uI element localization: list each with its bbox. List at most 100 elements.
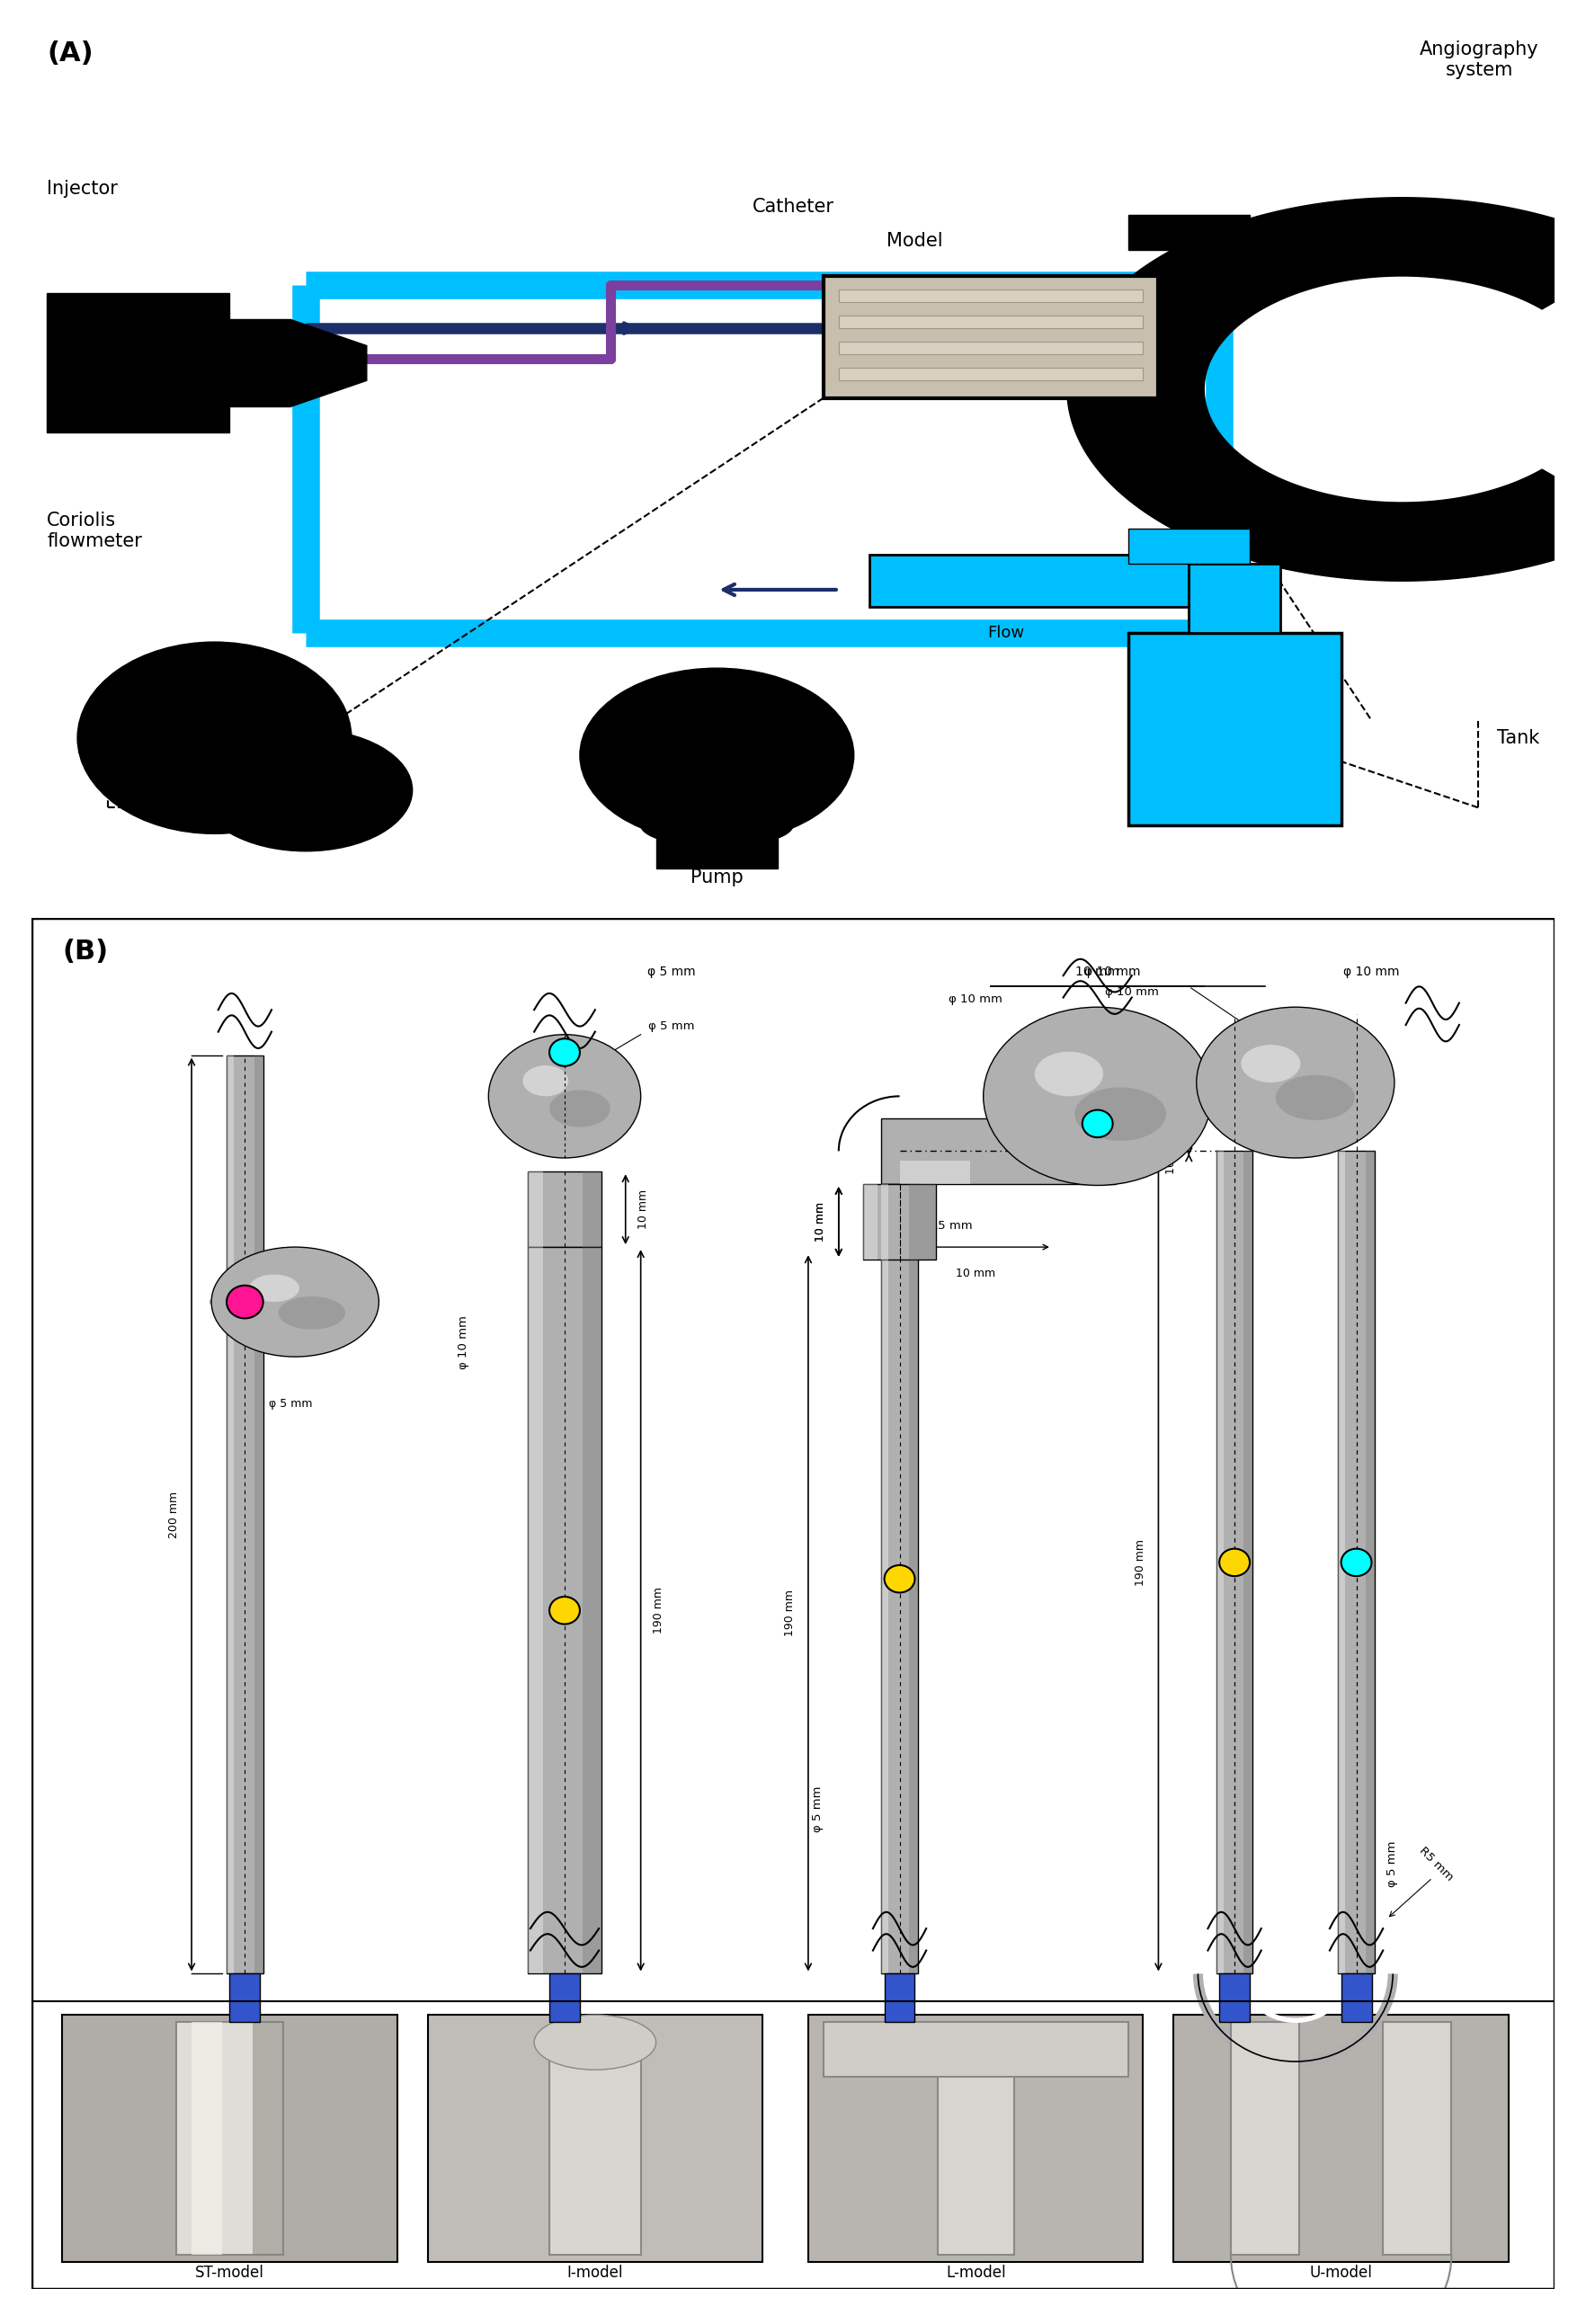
Text: φ 5 mm: φ 5 mm <box>812 1787 823 1831</box>
Text: φ 5 mm: φ 5 mm <box>647 967 695 978</box>
Bar <box>863 1183 877 1260</box>
Bar <box>528 1171 542 1248</box>
Text: Catheter: Catheter <box>154 2029 214 2043</box>
Text: φ 10 mm: φ 10 mm <box>1343 967 1400 978</box>
Ellipse shape <box>488 1034 641 1157</box>
Bar <box>937 2022 1013 2254</box>
Ellipse shape <box>983 1006 1212 1185</box>
Circle shape <box>1220 1548 1250 1576</box>
Ellipse shape <box>580 669 853 844</box>
Bar <box>549 1973 580 2022</box>
Bar <box>1366 1150 1375 1973</box>
Text: φ 10 mm: φ 10 mm <box>1104 985 1158 999</box>
Ellipse shape <box>1240 1046 1301 1083</box>
Circle shape <box>549 1597 580 1624</box>
Text: Angiography
system: Angiography system <box>1419 40 1538 79</box>
Text: 190 mm: 190 mm <box>1134 1538 1147 1585</box>
Text: 10 mm: 10 mm <box>956 1267 996 1278</box>
Bar <box>1220 1973 1250 2022</box>
Circle shape <box>227 1285 263 1318</box>
Text: (B): (B) <box>62 939 108 964</box>
Text: ST-model: ST-model <box>195 2264 265 2280</box>
Bar <box>882 1183 918 1973</box>
Text: Coriolis
flowmeter: Coriolis flowmeter <box>48 511 143 551</box>
Bar <box>254 1055 263 1973</box>
Ellipse shape <box>211 1248 379 1357</box>
Bar <box>809 2015 1144 2261</box>
Bar <box>823 277 1158 397</box>
Bar <box>1339 1150 1375 1973</box>
Bar <box>1339 1150 1345 1973</box>
Bar <box>657 809 777 869</box>
Bar <box>584 1171 601 1248</box>
Bar <box>584 1248 601 1973</box>
Bar <box>839 316 1144 328</box>
Bar <box>1243 1150 1253 1973</box>
Text: 10 mm: 10 mm <box>638 1190 649 1229</box>
Bar <box>882 1183 888 1973</box>
Bar <box>252 2022 282 2254</box>
Bar <box>1128 214 1250 249</box>
Bar <box>918 1183 936 1260</box>
Bar <box>839 342 1144 356</box>
Bar <box>823 2022 1128 2078</box>
Ellipse shape <box>1275 1076 1354 1120</box>
Text: 190 mm: 190 mm <box>785 1590 796 1636</box>
Ellipse shape <box>641 804 793 846</box>
Bar <box>885 1973 915 2022</box>
Text: Model: Model <box>887 232 944 249</box>
Text: R5 mm: R5 mm <box>1418 1845 1456 1882</box>
Text: R5 mm: R5 mm <box>929 1220 972 1232</box>
Bar <box>1383 2022 1451 2254</box>
Text: L-model: L-model <box>945 2264 1006 2280</box>
Bar <box>528 1248 601 1973</box>
Bar <box>869 555 1190 607</box>
Text: Tank: Tank <box>1497 730 1538 746</box>
Ellipse shape <box>279 1297 346 1329</box>
Bar <box>48 321 290 407</box>
Ellipse shape <box>249 1274 300 1301</box>
Text: Catheter: Catheter <box>752 198 834 216</box>
Ellipse shape <box>1034 1053 1104 1097</box>
Circle shape <box>885 1564 915 1592</box>
Text: 10 mm: 10 mm <box>815 1202 826 1241</box>
Text: U-model: U-model <box>1310 2264 1372 2280</box>
Text: 190 mm: 190 mm <box>653 1587 665 1634</box>
Bar <box>1216 1150 1253 1973</box>
Text: Injector: Injector <box>48 179 117 198</box>
Bar <box>863 1183 936 1260</box>
Bar <box>549 2050 641 2254</box>
Text: 10 mm: 10 mm <box>1075 967 1120 978</box>
Bar <box>227 1055 263 1973</box>
Bar <box>48 407 230 432</box>
Circle shape <box>1082 1111 1113 1136</box>
Bar <box>839 367 1144 381</box>
Bar <box>192 2022 222 2254</box>
Bar <box>839 288 1144 302</box>
Bar <box>1190 565 1280 632</box>
Ellipse shape <box>523 1064 568 1097</box>
Bar <box>909 1183 918 1973</box>
Text: (A): (A) <box>48 40 94 67</box>
Bar <box>1128 634 1342 825</box>
Text: φ 10 mm: φ 10 mm <box>948 992 1002 1004</box>
Ellipse shape <box>1075 1088 1166 1141</box>
Bar <box>227 1055 233 1973</box>
Text: 200 mm: 200 mm <box>168 1492 179 1538</box>
Bar <box>528 1248 542 1973</box>
Text: φ 5 mm: φ 5 mm <box>268 1399 312 1411</box>
Bar <box>528 1171 601 1248</box>
Bar <box>428 2015 763 2261</box>
Bar <box>1342 1973 1372 2022</box>
Bar <box>230 1973 260 2022</box>
Circle shape <box>549 1039 580 1067</box>
Polygon shape <box>1067 198 1586 581</box>
Bar <box>882 1118 1117 1183</box>
Text: 10 mm: 10 mm <box>815 1202 826 1241</box>
Text: φ 10 mm: φ 10 mm <box>1085 967 1140 978</box>
Text: Flow: Flow <box>988 625 1025 641</box>
Text: 10 mm: 10 mm <box>1166 1134 1177 1174</box>
Bar <box>1174 2015 1508 2261</box>
Text: φ 5 mm: φ 5 mm <box>1386 1841 1399 1887</box>
Ellipse shape <box>1196 1006 1394 1157</box>
